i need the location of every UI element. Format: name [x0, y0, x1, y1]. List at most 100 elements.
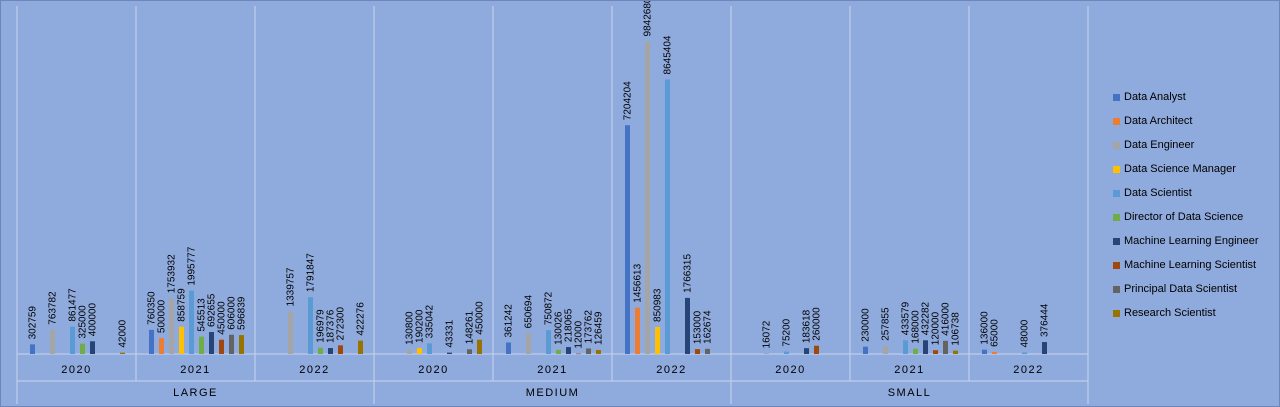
bar [784, 352, 789, 354]
legend-item: Machine Learning Engineer [1113, 229, 1278, 253]
data-label: 376444 [1040, 303, 1051, 337]
legend-label: Data Science Manager [1124, 163, 1236, 175]
bar [645, 41, 650, 354]
year-tick-label: 2022 [1013, 364, 1043, 376]
bar [506, 343, 511, 354]
legend-label: Data Analyst [1124, 91, 1186, 103]
bar [923, 340, 928, 354]
year-tick-label: 2021 [894, 364, 924, 376]
legend-label: Data Engineer [1124, 139, 1194, 151]
data-label: 1791847 [306, 253, 317, 292]
year-tick-label: 2020 [61, 364, 91, 376]
bar [239, 335, 244, 354]
bar [288, 311, 293, 354]
bar [50, 330, 55, 354]
legend-label: Machine Learning Scientist [1124, 259, 1256, 271]
legend-swatch [1113, 238, 1120, 245]
bar [149, 330, 154, 354]
data-label: 43331 [445, 319, 456, 347]
legend-swatch [1113, 190, 1120, 197]
data-label: 230000 [861, 308, 872, 342]
bar [1042, 342, 1047, 354]
bar [447, 353, 452, 354]
legend-swatch [1113, 214, 1120, 221]
legend-swatch [1113, 286, 1120, 293]
data-label: 500000 [157, 299, 168, 333]
bar [992, 352, 997, 354]
bar [338, 345, 343, 354]
data-label: 1339757 [286, 267, 297, 306]
bar [576, 354, 581, 355]
bar [179, 327, 184, 354]
data-label: 272300 [336, 307, 347, 341]
bar [586, 348, 591, 354]
bar [189, 291, 194, 354]
bar [953, 351, 958, 354]
data-label: 850983 [653, 288, 664, 322]
bar [596, 350, 601, 354]
data-label: 42000 [118, 319, 129, 347]
bar [219, 340, 224, 354]
bar [308, 297, 313, 354]
legend-item: Principal Data Scientist [1113, 277, 1278, 301]
bar [655, 327, 660, 354]
data-label: 75200 [782, 318, 793, 346]
bar [1022, 352, 1027, 354]
bar [209, 332, 214, 354]
bar [863, 347, 868, 354]
bar [477, 340, 482, 354]
legend-swatch [1113, 94, 1120, 101]
bar [159, 338, 164, 354]
company-size-label: MEDIUM [526, 387, 580, 399]
bar [883, 346, 888, 354]
data-label: 16072 [762, 320, 773, 348]
year-tick-label: 2021 [537, 364, 567, 376]
data-label: 257855 [881, 307, 892, 341]
year-tick-label: 2022 [299, 364, 329, 376]
data-label: 106738 [951, 312, 962, 346]
bar [90, 341, 95, 354]
data-label: 400000 [88, 302, 99, 336]
legend: Data Analyst Data Architect Data Engineer D… [1113, 85, 1278, 325]
legend-item: Director of Data Science [1113, 205, 1278, 229]
bar [80, 344, 85, 354]
legend-item: Data Scientist [1113, 181, 1278, 205]
legend-label: Machine Learning Engineer [1124, 235, 1259, 247]
data-label: 422276 [356, 302, 367, 336]
bar [764, 353, 769, 354]
legend-swatch [1113, 142, 1120, 149]
bar [169, 298, 174, 354]
bar [625, 125, 630, 354]
data-label: 65000 [990, 319, 1001, 347]
bar [556, 350, 561, 354]
data-label: 361242 [504, 304, 515, 338]
bar [526, 333, 531, 354]
data-label: 450000 [475, 301, 486, 335]
legend-item: Machine Learning Scientist [1113, 253, 1278, 277]
bar [695, 349, 700, 354]
data-label: 48000 [1020, 319, 1031, 347]
company-size-label: SMALL [888, 387, 932, 399]
bar [328, 348, 333, 354]
bar [913, 349, 918, 354]
bar [427, 343, 432, 354]
data-label: 858759 [177, 288, 188, 322]
year-tick-label: 2021 [180, 364, 210, 376]
bar [903, 340, 908, 354]
legend-swatch [1113, 166, 1120, 173]
data-label: 126459 [594, 311, 605, 345]
legend-item: Data Science Manager [1113, 157, 1278, 181]
data-label: 302759 [28, 306, 39, 340]
data-label: 9842680 [643, 1, 654, 36]
bar [933, 350, 938, 354]
bar [804, 348, 809, 354]
bar [120, 353, 125, 354]
bar [358, 341, 363, 354]
bar [665, 79, 670, 354]
legend-item: Research Scientist [1113, 301, 1278, 325]
data-label: 1456613 [633, 263, 644, 302]
data-label: 596839 [237, 296, 248, 330]
legend-swatch [1113, 118, 1120, 125]
bar [566, 347, 571, 354]
